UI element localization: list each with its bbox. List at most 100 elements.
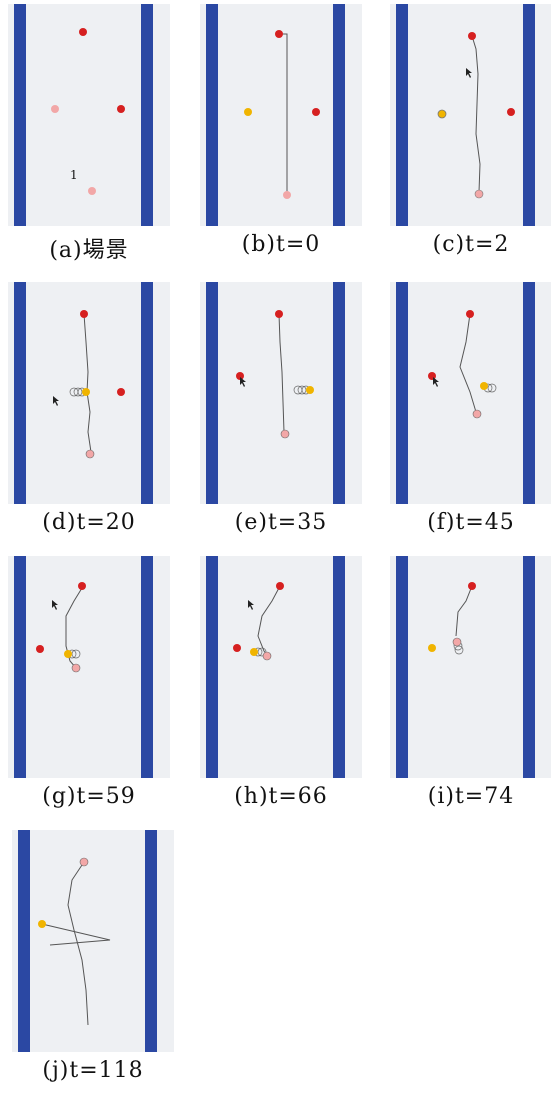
panel-e: (e)t=35 [200,282,362,562]
panel-j: (j)t=118 [12,830,174,1110]
scene-j [12,830,174,1052]
agent-path-zigzag [41,923,111,946]
robot-pink-bottom [85,449,95,459]
right-wall [333,556,345,778]
left-wall [206,4,218,226]
robot-pink [452,637,462,647]
left-wall [206,282,218,504]
robot-red-top [468,582,476,590]
robot-red-right [117,388,125,396]
caption-e: (e)t=35 [234,510,328,535]
agent-path [455,585,473,637]
agent-path [67,861,89,1026]
robot-pink-bottom [472,409,482,419]
agent-path [83,313,92,453]
agent-path [257,585,281,657]
caption-h: (h)t=66 [234,784,328,809]
panel-d: (d)t=20 [8,282,170,562]
robot-red-top [468,32,476,40]
robot-red-left [36,645,44,653]
robot-pink-bottom [474,189,484,199]
scene-graphics-d [53,310,125,459]
scene-graphics-f [428,310,497,419]
left-wall [14,282,26,504]
robot-pink-bottom [280,429,290,439]
scene-graphics-i [428,582,476,655]
right-wall [523,282,535,504]
caption-b: (b)t=0 [241,232,321,257]
right-wall [523,4,535,226]
caption-f: (f)t=45 [427,510,515,535]
robot-yellow [82,388,90,396]
robot-red-top [80,310,88,318]
robot-red-top [78,582,86,590]
agent-path [279,33,288,194]
scene-c [390,4,551,226]
caption-g: (g)t=59 [42,784,136,809]
right-wall [145,830,157,1052]
robot-pink-top [79,857,89,867]
caption-c: (c)t=2 [432,232,510,257]
right-wall [141,4,153,226]
robot-red-top [79,28,87,36]
caption-i: (i)t=74 [427,784,515,809]
caption-j: (j)t=118 [42,1058,144,1083]
caption-a: (a)場景 [49,238,129,263]
cursor-icon [433,377,439,387]
panel-i: (i)t=74 [390,556,551,836]
scene-graphics-h [233,582,284,661]
right-wall [333,282,345,504]
robot-yellow-left [428,644,436,652]
robot-yellow-left [244,108,252,116]
robot-pink [71,663,81,673]
cursor-icon [240,377,246,387]
robot-red-top [466,310,474,318]
robot-yellow [306,386,314,394]
panel-g: (g)t=59 [8,556,170,836]
robot-red-top [275,310,283,318]
left-wall [18,830,30,1052]
robot-pink-bottom [283,191,291,199]
scene-graphics-j [38,857,111,1026]
panel-f: (f)t=45 [390,282,551,562]
left-wall [396,4,408,226]
robot-yellow [250,648,258,656]
cursor-icon [248,600,254,610]
robot-pink-bottom [88,187,96,195]
scene-graphics-a [51,28,125,195]
left-wall [396,282,408,504]
robot-yellow [64,650,72,658]
scene-e [200,282,362,504]
robot-yellow-left [437,109,447,119]
robot-yellow-left [38,920,46,928]
panel-a: 1 (a)場景 [8,4,170,284]
robot-pink [262,651,272,661]
robot-red-top [275,30,283,38]
scene-g [8,556,170,778]
left-wall [14,4,26,226]
caption-d: (d)t=20 [42,510,136,535]
panel-h: (h)t=66 [200,556,362,836]
agent-path [459,313,477,413]
agent-path [278,313,285,433]
panel-b: (b)t=0 [200,4,362,284]
right-wall [141,282,153,504]
cursor-icon [466,68,472,78]
panel-c: (c)t=2 [390,4,551,284]
robot-red-right [507,108,515,116]
robot-red-right [312,108,320,116]
robot-pink-left [51,105,59,113]
robot-yellow [480,382,488,390]
scene-i [390,556,551,778]
right-wall [333,4,345,226]
agent-path [471,35,481,193]
right-wall [523,556,535,778]
robot-red-right [117,105,125,113]
scene-graphics-e [236,310,314,439]
left-wall [396,556,408,778]
scene-graphics-c [437,32,515,199]
cursor-icon [53,396,59,406]
right-wall [141,556,153,778]
cursor-icon [52,600,58,610]
scene-a: 1 [8,4,170,226]
